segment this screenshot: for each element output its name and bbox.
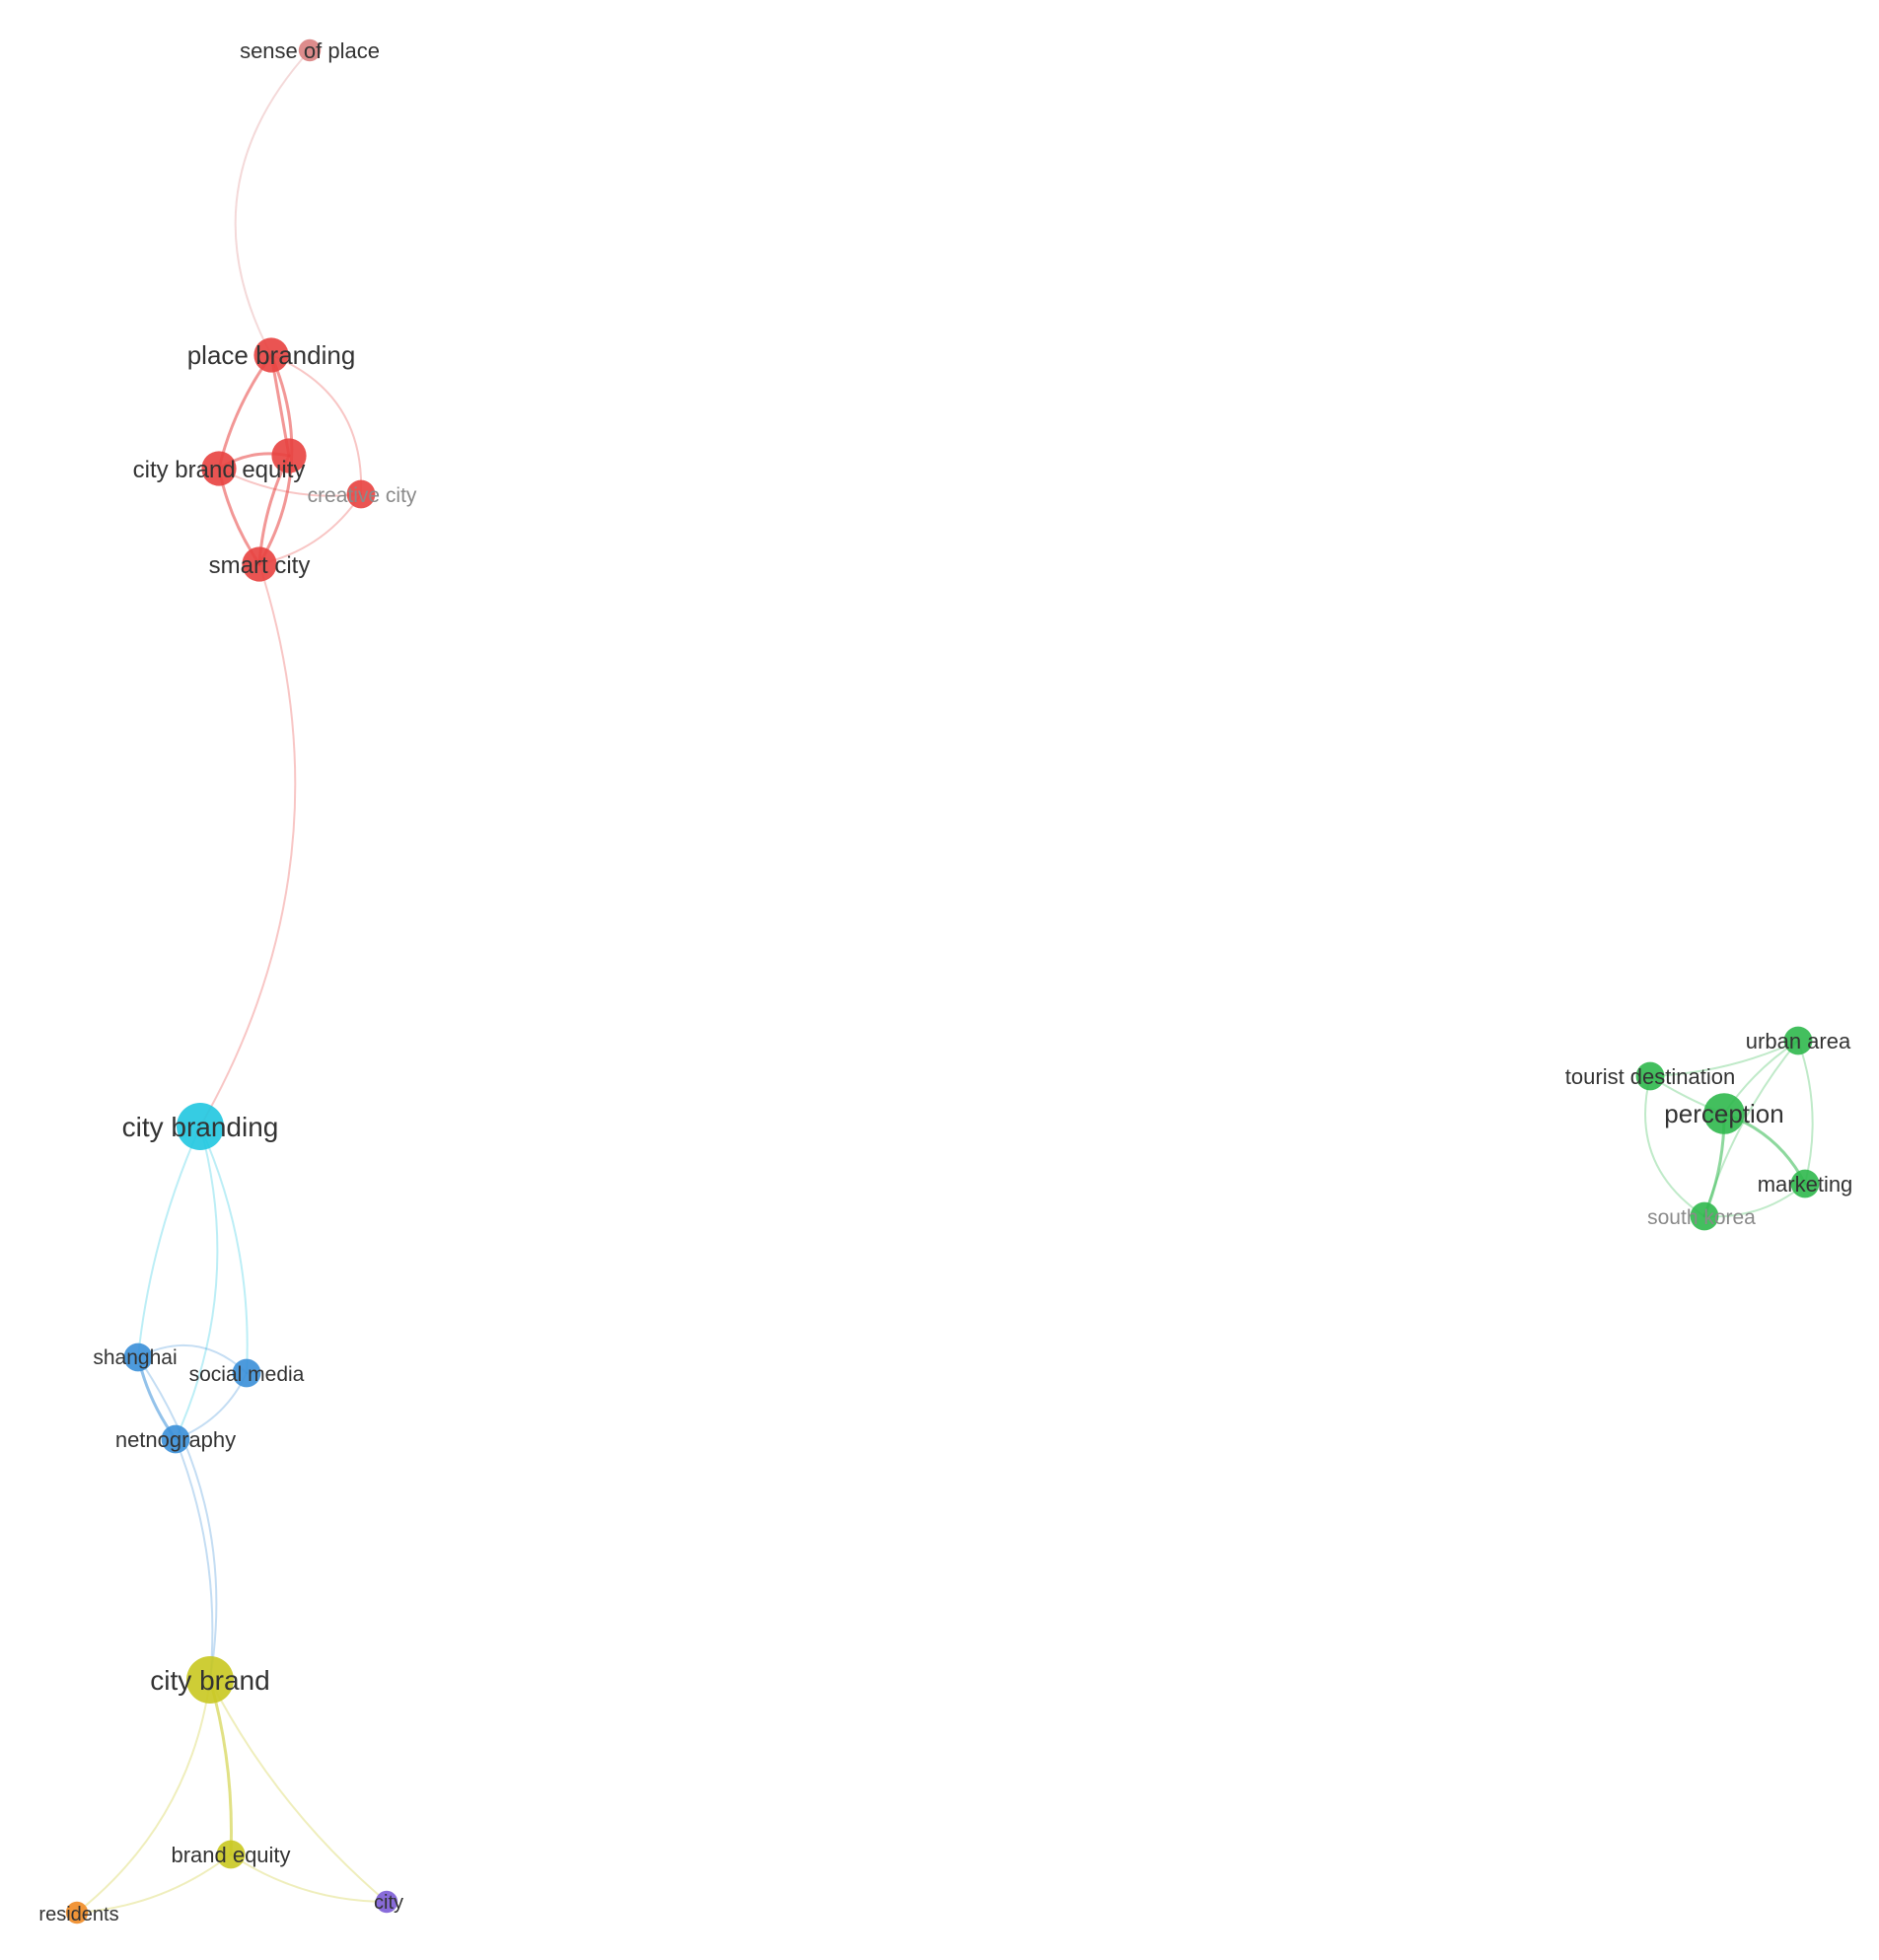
node-netnography[interactable] xyxy=(161,1424,190,1454)
node-social-media[interactable] xyxy=(232,1358,261,1388)
node-perception[interactable] xyxy=(1703,1093,1745,1134)
link-shanghai-city-brand xyxy=(137,1356,218,1681)
link-brand-equity-city xyxy=(230,1853,388,1903)
link-brand-equity-residents xyxy=(76,1853,232,1914)
node-shanghai[interactable] xyxy=(123,1343,153,1372)
node-city-brand-equity[interactable] xyxy=(201,451,237,486)
label-city-brand: city brand xyxy=(150,1665,269,1696)
label-social-media: social media xyxy=(189,1363,305,1386)
node-city[interactable] xyxy=(375,1890,398,1914)
label-south-korea: south korea xyxy=(1647,1206,1756,1229)
link-city-brand-residents xyxy=(76,1679,211,1914)
label-brand-equity: brand equity xyxy=(171,1843,290,1867)
label-perception: perception xyxy=(1664,1099,1783,1128)
node-smart-city[interactable] xyxy=(242,546,277,582)
link-city-branding-social-media xyxy=(199,1125,249,1374)
link-place-branding-city-brand-equity xyxy=(217,353,273,471)
label-urban-area: urban area xyxy=(1746,1029,1851,1053)
node-urban-area[interactable] xyxy=(1783,1026,1813,1055)
node-place-branding[interactable] xyxy=(253,337,289,373)
label-city-brand-equity: city brand equity xyxy=(133,457,306,483)
label-residents: residents xyxy=(38,1904,118,1925)
node-creative-city[interactable] xyxy=(346,479,376,509)
link-smart-city-city-branding xyxy=(199,563,297,1127)
label-city-branding: city branding xyxy=(122,1112,279,1142)
link-place-branding-creative-city xyxy=(270,354,363,495)
node-city-branding[interactable] xyxy=(177,1103,224,1150)
link-city-brand-brand-equity xyxy=(208,1678,233,1856)
label-smart-city: smart city xyxy=(209,552,311,579)
label-marketing: marketing xyxy=(1758,1172,1853,1197)
link-shanghai-social-media xyxy=(137,1343,248,1374)
node-south-korea[interactable] xyxy=(1690,1201,1719,1231)
label-shanghai: shanghai xyxy=(93,1346,177,1369)
label-sense-of-place: sense of place xyxy=(240,38,380,63)
link-tourist-destination-urban-area xyxy=(1649,1040,1799,1077)
node-sense-of-place[interactable] xyxy=(298,38,322,62)
node-brand-equity[interactable] xyxy=(216,1840,246,1869)
node-unlabeled-red[interactable] xyxy=(271,438,307,473)
link-city-branding-netnography xyxy=(175,1125,219,1440)
link-netnography-city-brand xyxy=(175,1438,214,1681)
network-links xyxy=(76,49,1814,1914)
link-urban-area-marketing xyxy=(1797,1040,1814,1185)
node-city-brand[interactable] xyxy=(186,1656,234,1704)
network-labels: sense of place place branding city brand e… xyxy=(38,38,1852,1925)
link-city-branding-shanghai xyxy=(137,1125,201,1358)
link-sense-of-place-place-branding xyxy=(234,49,311,356)
link-tourist-destination-south-korea xyxy=(1644,1075,1705,1217)
network-nodes xyxy=(65,38,1820,1924)
label-city: city xyxy=(374,1892,403,1914)
label-tourist-destination: tourist destination xyxy=(1565,1064,1735,1089)
label-creative-city: creative city xyxy=(308,484,417,507)
label-netnography: netnography xyxy=(115,1427,236,1452)
link-city-brand-city xyxy=(209,1679,388,1903)
label-place-branding: place branding xyxy=(187,340,356,370)
node-residents[interactable] xyxy=(65,1901,89,1924)
node-marketing[interactable] xyxy=(1790,1169,1820,1198)
node-tourist-destination[interactable] xyxy=(1635,1061,1665,1091)
